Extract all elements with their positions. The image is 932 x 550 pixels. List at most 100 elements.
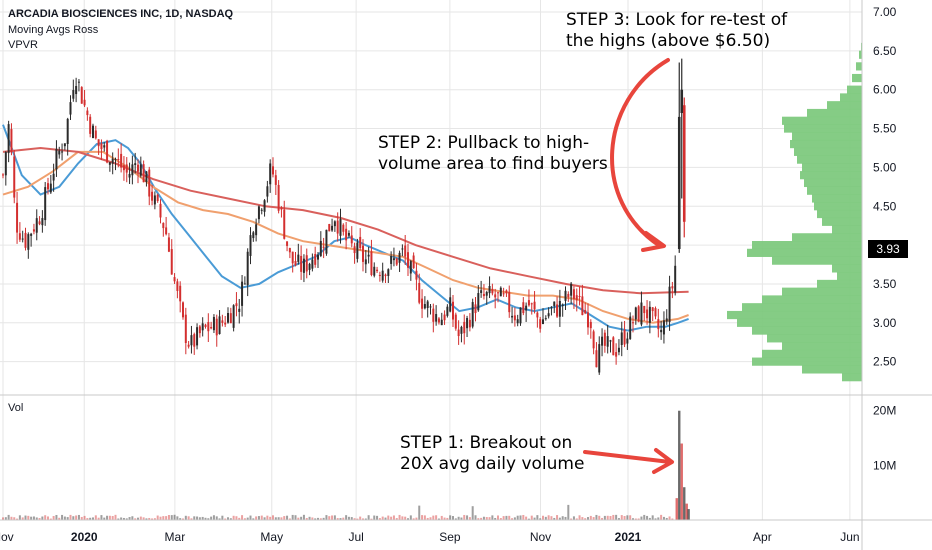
volume-bar	[494, 517, 497, 520]
candle-body	[227, 313, 229, 323]
volume-bar	[35, 517, 38, 520]
candle-body	[72, 90, 75, 99]
candle-body	[246, 251, 249, 286]
volume-bar	[120, 517, 123, 520]
volume-bar	[384, 517, 387, 520]
volume-bar	[24, 515, 27, 520]
candle-body	[398, 252, 401, 263]
volume-bar	[232, 515, 235, 520]
vpvr-bar	[802, 365, 862, 374]
candle-body	[260, 209, 263, 211]
y-tick-label: 6.50	[873, 44, 897, 58]
candle-body	[485, 292, 488, 296]
candle-body	[41, 218, 44, 226]
volume-bar	[572, 516, 575, 520]
candle-body	[38, 221, 41, 225]
volume-bar	[370, 518, 373, 520]
candle-body	[111, 158, 114, 164]
candle-body	[415, 270, 418, 280]
volume-bar	[317, 517, 319, 520]
volume-bar	[294, 515, 297, 520]
volume-bar	[139, 516, 142, 520]
volume-bar	[407, 518, 409, 520]
volume-bar	[665, 517, 668, 520]
volume-bar	[13, 517, 16, 520]
volume-bar	[190, 518, 193, 520]
candle-body	[274, 175, 277, 185]
grid-lines	[0, 0, 862, 520]
candle-body	[249, 235, 252, 256]
volume-bar	[125, 518, 128, 520]
volume-bar	[58, 517, 61, 520]
volume-bar	[401, 516, 404, 520]
candle-body	[148, 169, 151, 197]
candle-body	[162, 222, 165, 229]
volume-bar	[97, 517, 100, 520]
volume-bar	[272, 515, 274, 520]
volume-bar	[502, 516, 505, 520]
volume-bar	[657, 517, 660, 520]
volume-bar	[325, 515, 328, 520]
volume-bar	[49, 518, 52, 520]
volume-bar	[41, 516, 44, 520]
candle-body	[257, 206, 260, 220]
candle-body	[339, 219, 342, 236]
volume-bar	[640, 516, 643, 520]
indicator-label-vpvr[interactable]: VPVR	[8, 39, 38, 51]
candles	[2, 58, 686, 375]
volume-bar	[114, 514, 117, 520]
candle-body	[401, 248, 404, 250]
candle-body	[595, 350, 598, 368]
volume-bar	[89, 517, 92, 520]
annotation-step3: STEP 3: Look for re-test of the highs (a…	[566, 10, 788, 51]
candle-body	[603, 332, 606, 346]
volume-bar	[412, 518, 415, 520]
candle-body	[539, 319, 542, 329]
candle-body	[328, 224, 331, 232]
volume-bar	[536, 515, 539, 520]
volume-bar	[72, 516, 75, 520]
candle-body	[331, 225, 334, 231]
volume-bar	[440, 515, 443, 520]
volume-bar	[511, 518, 514, 520]
volume-bar	[463, 514, 466, 520]
volume-bar	[556, 515, 559, 520]
volume-bar	[308, 516, 311, 520]
candle-body	[587, 312, 589, 328]
candle-body	[305, 255, 308, 272]
candle-body	[581, 296, 584, 316]
candle-body	[196, 327, 199, 346]
candle-body	[89, 116, 92, 134]
indicator-label-moving-avgs[interactable]: Moving Avgs Ross	[8, 24, 99, 36]
candle-body	[572, 289, 575, 299]
candle-body	[94, 130, 97, 139]
candle-body	[643, 305, 646, 314]
vpvr-bar	[747, 248, 862, 257]
candle-body	[367, 254, 370, 257]
volume-bar	[508, 515, 511, 520]
candle-body	[75, 86, 78, 95]
candle-body	[547, 313, 550, 317]
candle-body	[2, 174, 4, 176]
volume-bar	[255, 516, 258, 520]
candle-body	[210, 326, 213, 329]
vpvr-bar	[767, 334, 862, 343]
volume-bar	[283, 516, 286, 520]
volume-bar	[61, 514, 64, 520]
candle-body	[131, 164, 134, 176]
candle-body	[609, 340, 612, 342]
candle-body	[291, 251, 294, 264]
candle-body	[128, 173, 131, 178]
volume-bar	[148, 517, 151, 520]
volume-bar	[47, 516, 49, 520]
volume-bar	[454, 518, 457, 520]
volume-bar	[423, 515, 426, 520]
vpvr-bar	[817, 209, 862, 219]
volume-bar	[319, 518, 322, 520]
x-tick-label: Apr	[753, 530, 772, 544]
candle-body	[626, 338, 629, 344]
candle-body	[474, 304, 477, 314]
vpvr-bar	[817, 279, 862, 289]
candle-body	[558, 300, 561, 317]
